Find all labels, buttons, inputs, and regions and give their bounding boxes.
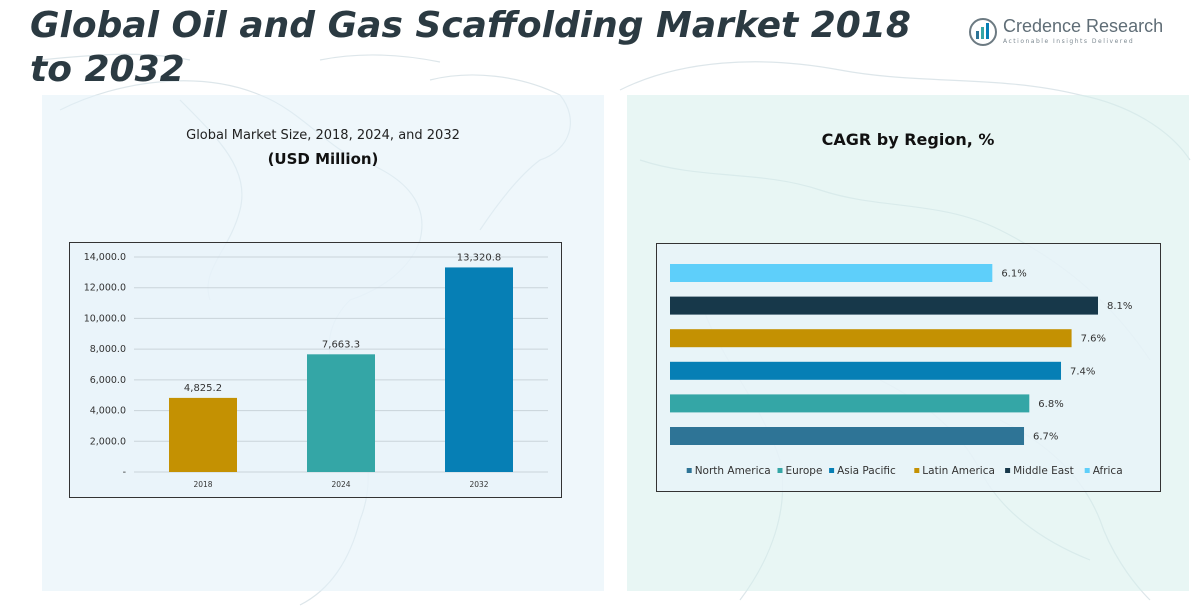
bar-value-label: 4,825.2 [184,383,222,394]
bar-latin-america [670,329,1072,348]
y-tick-label: 8,000.0 [90,344,126,355]
bar-value-label: 6.1% [1001,269,1026,280]
legend-swatch [777,468,783,473]
legend-label: Africa [1093,465,1123,477]
x-tick-label: 2018 [193,480,212,489]
legend-label: Asia Pacific [837,465,896,477]
bar-value-label: 7,663.3 [322,339,360,350]
legend-swatch [686,468,692,473]
x-tick-label: 2024 [331,480,350,489]
logo-tagline: Actionable Insights Delivered [1003,38,1135,45]
y-tick-label: 10,000.0 [84,313,126,324]
bar-middle-east [670,296,1098,315]
legend-swatch [829,468,835,473]
cagr-title: CAGR by Region, % [821,130,995,149]
y-tick-label: - [123,467,126,478]
legend-label: Middle East [1013,465,1074,477]
bar-value-label: 7.4% [1070,366,1095,377]
page-title: Global Oil and Gas Scaffolding Market 20… [30,5,911,90]
market-size-title: Global Market Size, 2018, 2024, and 2032 [186,128,460,143]
y-tick-label: 6,000.0 [90,375,126,386]
bar-2018 [169,397,237,472]
market-size-chart-frame: - 2,000.0 4,000.0 6,000.0 8,000.0 10,000.0 12,… [69,242,562,498]
legend-swatch [1084,468,1090,473]
bar-europe [670,394,1030,413]
legend-swatch [1005,468,1011,473]
y-tick-label: 2,000.0 [90,436,126,447]
bar-2024 [307,354,375,472]
legend-label: North America [695,465,771,477]
logo-name: Credence Research [1003,16,1164,36]
market-size-subtitle: (USD Million) [267,150,379,168]
legend-label: Europe [786,465,823,477]
y-tick-label: 12,000.0 [84,283,126,294]
cagr-bar-chart: 6.1% 8.1% 7.6% 7.4% 6.8% 6.7% North America Eur… [670,264,1132,477]
bar-value-label: 6.8% [1038,399,1063,410]
bar-value-label: 8.1% [1107,301,1132,312]
bar-north-america [670,427,1025,445]
bar-africa [670,264,993,282]
legend-swatch [914,468,920,473]
y-tick-label: 14,000.0 [84,252,126,263]
bar-value-label: 7.6% [1081,334,1106,345]
bar-asia-pacific [670,361,1062,380]
bar-2032 [445,267,513,472]
bar-value-label: 6.7% [1033,432,1058,443]
y-tick-label: 4,000.0 [90,406,126,417]
bar-value-label: 13,320.8 [457,252,502,263]
legend-label: Latin America [922,465,995,477]
x-tick-label: 2032 [469,480,488,489]
market-size-bar-chart: - 2,000.0 4,000.0 6,000.0 8,000.0 10,000.0 12,… [84,252,548,489]
credence-research-logo: Credence Research Actionable Insights De… [968,14,1168,54]
cagr-chart-frame: 6.1% 8.1% 7.6% 7.4% 6.8% 6.7% North America Eur… [656,243,1161,492]
logo-icon [969,18,997,46]
